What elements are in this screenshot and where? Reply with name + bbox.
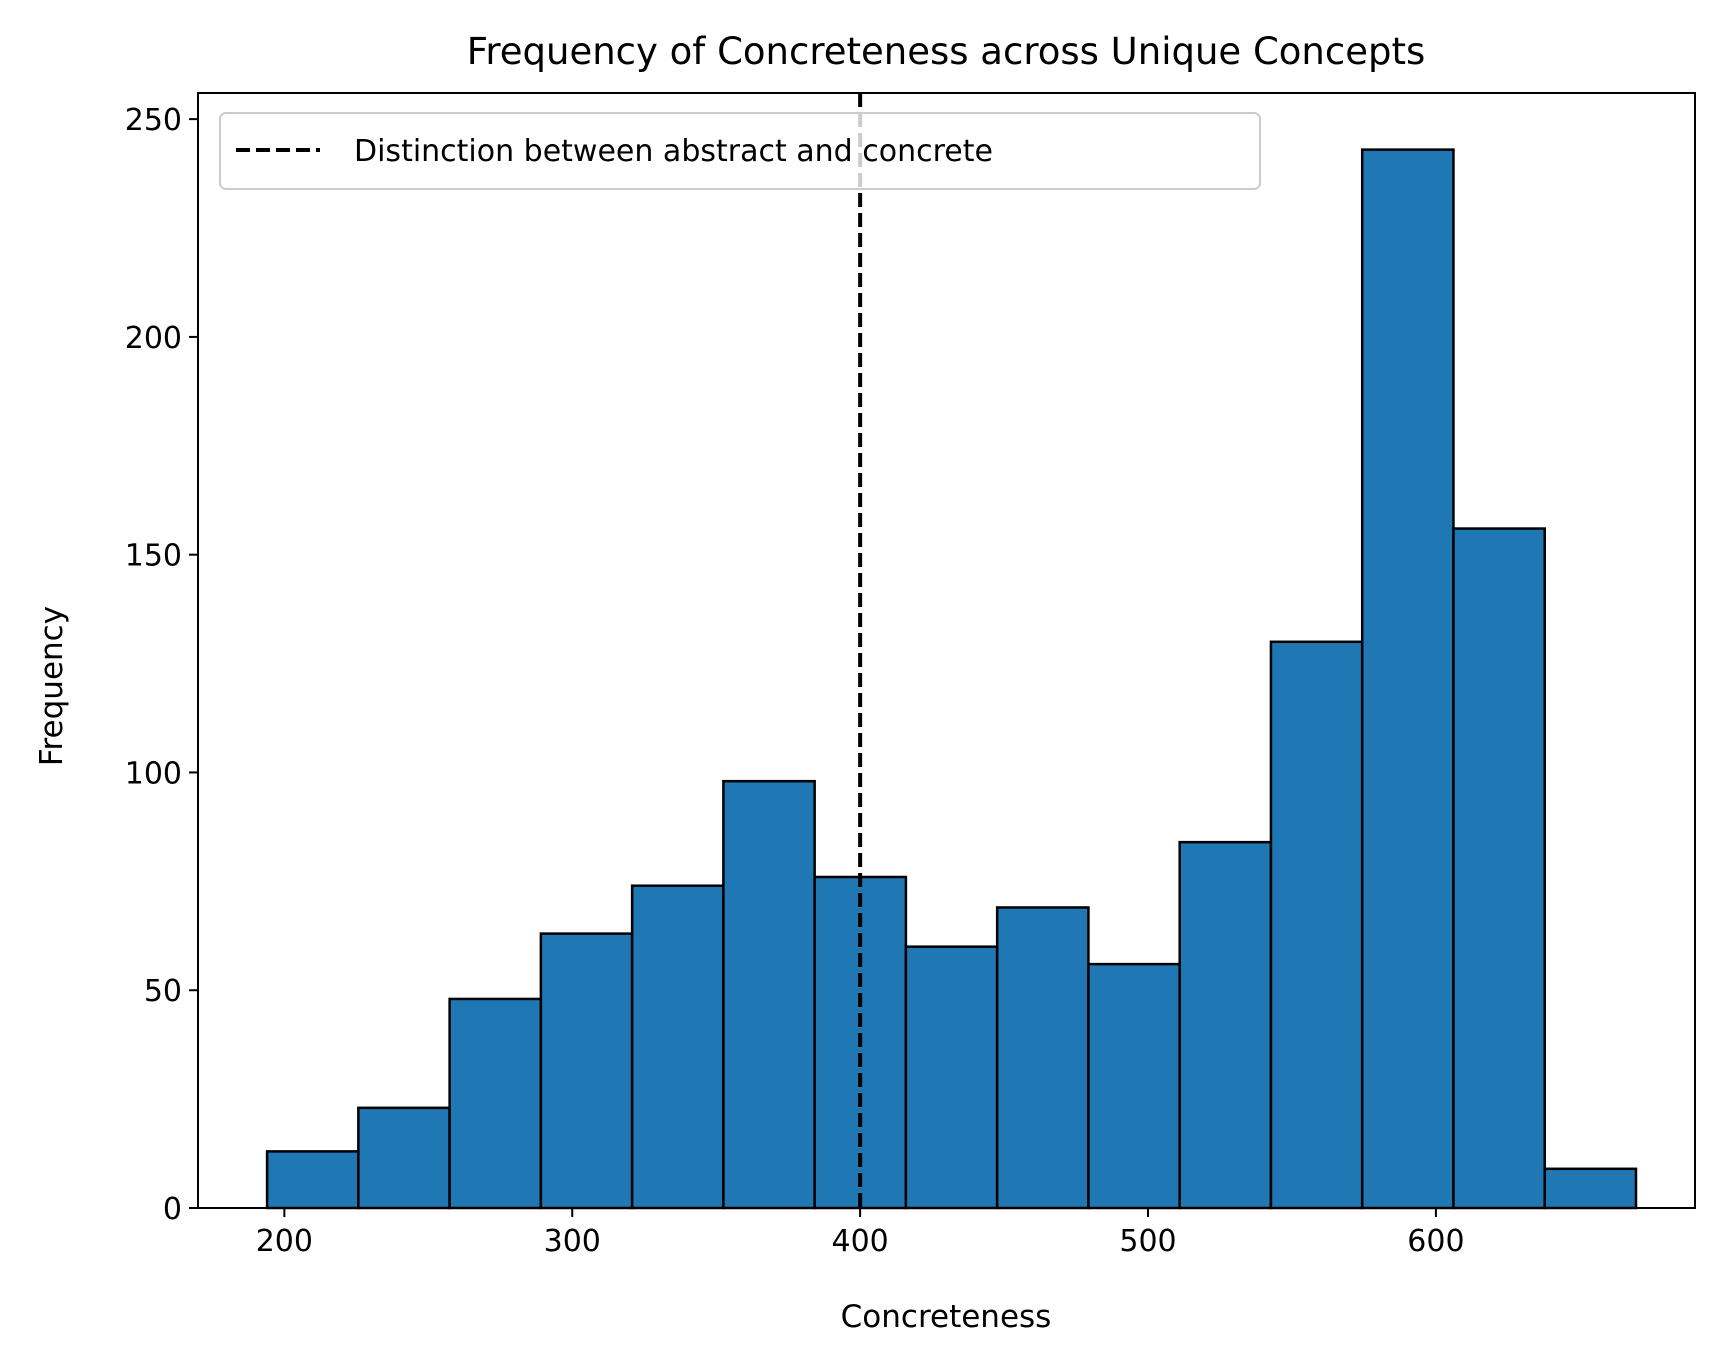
histogram-bar: [630, 884, 725, 1210]
histogram-bar: [1543, 1167, 1638, 1210]
histogram-bar: [995, 906, 1090, 1210]
histogram-bar: [722, 779, 816, 1210]
x-tick-label: 500: [1119, 1224, 1176, 1259]
x-tick-label: 600: [1407, 1224, 1464, 1259]
y-tick-label: 150: [125, 539, 182, 574]
bars-layer: [265, 148, 1638, 1210]
legend-box: [219, 112, 1261, 190]
histogram-bar: [539, 932, 634, 1210]
y-tick-label: 0: [163, 1192, 182, 1227]
legend-label: Distinction between abstract and concret…: [354, 134, 993, 169]
x-axis-label: Concreteness: [841, 1299, 1052, 1335]
plot-frame: [197, 92, 1696, 1209]
histogram-bar: [1452, 527, 1546, 1210]
histogram-bar: [1087, 962, 1181, 1210]
y-tick-label: 100: [125, 756, 182, 791]
histogram-bar: [357, 1106, 451, 1210]
y-tick-label: 200: [125, 321, 182, 356]
x-tick-label: 200: [256, 1224, 313, 1259]
histogram-bar: [448, 997, 543, 1210]
y-tick-label: 50: [144, 974, 182, 1009]
y-axis-ticks: 0 50 100 150 200 250: [125, 103, 198, 1227]
histogram-bar: [1178, 840, 1273, 1210]
chart-title: Frequency of Concreteness across Unique …: [467, 30, 1426, 73]
histogram-bar: [904, 945, 999, 1210]
histogram-bar: [1360, 148, 1455, 1210]
y-axis-label: Frequency: [34, 606, 70, 766]
legend: Distinction between abstract and concret…: [219, 112, 1261, 190]
histogram-bar: [1269, 640, 1364, 1210]
x-tick-label: 400: [832, 1224, 889, 1259]
x-tick-label: 300: [544, 1224, 601, 1259]
x-axis-ticks: 200 300 400 500 600: [256, 1208, 1465, 1259]
y-tick-label: 250: [125, 103, 182, 138]
histogram-bar: [265, 1150, 360, 1210]
